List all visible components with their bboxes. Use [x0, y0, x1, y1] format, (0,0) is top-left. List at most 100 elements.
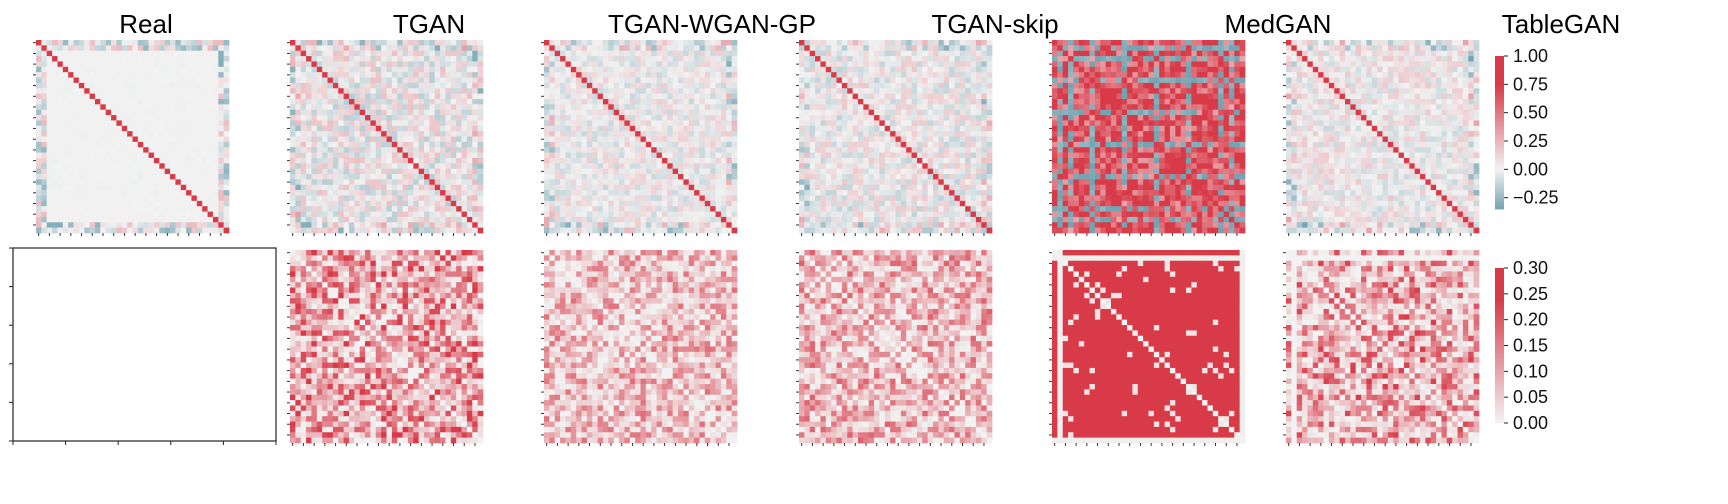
heatmap-cell: [715, 93, 722, 100]
heatmap-cell: [429, 109, 436, 116]
heatmap-cell: [202, 56, 208, 62]
heatmap-cell: [359, 410, 366, 417]
heatmap-cell: [461, 276, 468, 283]
heatmap-cell: [645, 98, 652, 105]
heatmap-cell: [472, 56, 478, 62]
heatmap-cell: [704, 168, 711, 175]
heatmap-cell: [295, 152, 302, 159]
heatmap-cell: [111, 61, 117, 68]
heatmap-cell: [359, 40, 366, 46]
heatmap-cell: [608, 147, 615, 153]
heatmap-cell: [726, 98, 732, 105]
heatmap-cell: [418, 314, 425, 321]
heatmap-cell: [52, 45, 58, 52]
heatmap-cell: [62, 168, 69, 175]
heatmap-cell: [688, 77, 695, 84]
heatmap-cell: [212, 88, 219, 94]
heatmap-cell: [477, 152, 484, 159]
heatmap-cell: [407, 421, 414, 428]
heatmap-cell: [651, 152, 657, 159]
heatmap-cell: [359, 163, 366, 170]
heatmap-cell: [613, 50, 620, 57]
heatmap-cell: [456, 260, 462, 267]
heatmap-cell: [36, 206, 42, 212]
heatmap-cell: [316, 432, 323, 438]
heatmap-cell: [300, 276, 307, 283]
heatmap-cell: [381, 308, 387, 315]
heatmap-cell: [450, 104, 457, 111]
heatmap-cell: [137, 56, 144, 62]
heatmap-cell: [359, 341, 366, 347]
heatmap-cell: [343, 104, 350, 111]
heatmap-cell: [78, 104, 85, 111]
heatmap-cell: [94, 211, 101, 218]
heatmap-cell: [704, 120, 711, 127]
heatmap-cell: [694, 147, 700, 153]
heatmap-cell: [348, 115, 355, 121]
heatmap-cell: [300, 437, 307, 444]
heatmap-cell: [322, 346, 328, 353]
heatmap-cell: [212, 227, 219, 234]
heatmap-cell: [602, 40, 609, 46]
heatmap-cell: [554, 184, 561, 191]
heatmap-cell: [306, 88, 312, 94]
heatmap-cell: [105, 66, 112, 73]
heatmap-cell: [212, 82, 219, 89]
heatmap-cell: [300, 136, 307, 143]
heatmap-cell: [370, 227, 377, 234]
heatmap-cell: [196, 131, 203, 137]
heatmap-cell: [715, 50, 722, 57]
heatmap-cell: [175, 82, 182, 89]
heatmap-cell: [592, 157, 598, 164]
heatmap-cell: [391, 298, 398, 304]
heatmap-cell: [683, 147, 690, 153]
heatmap-cell: [52, 163, 58, 170]
heatmap-cell: [295, 432, 302, 438]
heatmap-cell: [461, 104, 468, 111]
heatmap-cell: [153, 147, 160, 153]
heatmap-cell: [381, 163, 387, 170]
heatmap-cell: [295, 416, 302, 422]
heatmap-cell: [223, 115, 230, 121]
heatmap-cell: [450, 250, 457, 256]
heatmap-cell: [338, 115, 344, 121]
heatmap-cell: [440, 157, 446, 164]
heatmap-cell: [316, 260, 323, 267]
heatmap-cell: [565, 125, 572, 132]
heatmap-cell: [359, 227, 366, 234]
heatmap-cell: [316, 125, 323, 132]
heatmap-cell: [413, 325, 420, 331]
heatmap-cell: [386, 45, 393, 52]
heatmap-cell: [94, 168, 101, 175]
heatmap-cell: [381, 271, 387, 278]
heatmap-cell: [159, 109, 166, 116]
heatmap-cell: [576, 77, 582, 84]
heatmap-cell: [731, 179, 738, 186]
heatmap-cell: [466, 255, 473, 262]
heatmap-cell: [62, 216, 69, 223]
heatmap-cell: [560, 168, 566, 175]
heatmap-cell: [100, 141, 107, 148]
heatmap-cell: [322, 56, 328, 62]
heatmap-cell: [672, 82, 679, 89]
heatmap-cell: [397, 276, 403, 283]
heatmap-cell: [402, 378, 409, 385]
heatmap-cell: [570, 61, 577, 68]
heatmap-cell: [424, 179, 430, 186]
heatmap-cell: [202, 72, 208, 78]
heatmap-cell: [143, 50, 149, 57]
heatmap-cell: [434, 351, 441, 358]
heatmap-cell: [207, 77, 214, 84]
heatmap-cell: [651, 157, 657, 164]
heatmap-cell: [159, 56, 166, 62]
heatmap-cell: [549, 72, 556, 78]
heatmap-cell: [36, 157, 42, 164]
heatmap-cell: [407, 325, 414, 331]
heatmap-cell: [407, 227, 414, 234]
heatmap-cell: [52, 50, 58, 57]
heatmap-cell: [153, 216, 160, 223]
heatmap-cell: [413, 168, 420, 175]
heatmap-cell: [624, 82, 631, 89]
heatmap-cell: [52, 61, 58, 68]
heatmap-cell: [726, 115, 732, 121]
